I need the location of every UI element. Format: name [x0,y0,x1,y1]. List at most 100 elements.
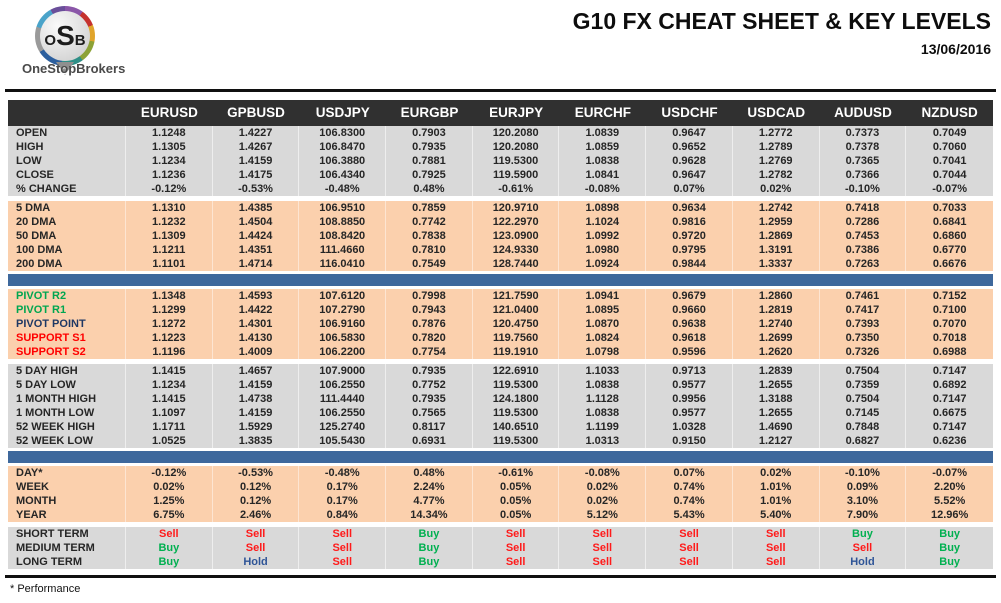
cell-eurchf: Sell [559,527,647,541]
row-label: 20 DMA [8,215,126,229]
cell-usdcad: 1.2620 [732,345,820,359]
cell-usdchf: 0.9638 [646,317,733,331]
cell-eurusd: 1.1711 [126,420,213,434]
cell-eurchf: 1.0798 [559,345,647,359]
cell-nzdusd: 0.6770 [906,243,993,257]
cell-usdchf: 1.0328 [646,420,733,434]
cell-gpbusd: 2.46% [212,508,300,522]
cell-eurusd: 1.1232 [126,215,213,229]
cell-eurchf: 1.0824 [559,331,647,345]
cell-nzdusd: 0.7147 [906,364,993,378]
cell-usdcad: 1.2742 [732,201,820,215]
cell-gpbusd: 1.4009 [212,345,300,359]
pair-header-usdchf: USDCHF [661,105,718,120]
cell-gpbusd: 1.4175 [212,168,300,182]
cell-eurchf: 1.1024 [559,215,647,229]
cell-usdjpy: 106.3880 [299,154,387,168]
table-row: % CHANGE -0.12% -0.53% -0.48% 0.48% -0.61% -0.… [8,182,993,196]
pair-header-eurusd: EURUSD [140,105,198,120]
cell-usdcad: 1.2860 [732,289,820,303]
cell-usdcad: 1.2127 [732,434,820,448]
cell-usdjpy: 116.0410 [299,257,387,271]
cell-usdchf: 0.9634 [646,201,733,215]
logo-abbr: OSB [44,20,86,51]
cell-eurusd: -0.12% [126,182,213,196]
cell-audusd: 0.7504 [819,364,907,378]
cell-usdchf: 0.9795 [646,243,733,257]
cell-eurjpy: 119.5300 [472,154,560,168]
cell-usdcad: 1.2869 [732,229,820,243]
cell-gpbusd: 1.4159 [212,378,300,392]
cell-audusd: 0.7145 [819,406,907,420]
cell-gpbusd: 1.4385 [212,201,300,215]
cell-audusd: 0.7263 [819,257,907,271]
row-label: 200 DMA [8,257,126,271]
cell-usdjpy: 108.8420 [299,229,387,243]
cell-usdjpy: 106.8300 [299,126,387,140]
cell-usdcad: Sell [732,541,820,555]
cell-nzdusd: -0.07% [906,466,993,480]
pair-header-eurjpy: EURJPY [489,105,544,120]
table-row: LONG TERM Buy Hold Sell Buy Sell Sell Sell Sell H… [8,555,993,569]
cell-eurgbp: 0.7943 [386,303,473,317]
cell-eurjpy: 119.5300 [472,406,560,420]
cell-eurjpy: -0.61% [472,466,560,480]
cell-nzdusd: 0.7041 [906,154,993,168]
table-row: 1 MONTH HIGH 1.1415 1.4738 111.4440 0.7935 12… [8,392,993,406]
row-label: LONG TERM [8,555,126,569]
pair-header-usdjpy: USDJPY [315,105,370,120]
cell-eurusd: 1.1299 [126,303,213,317]
cell-usdcad: Sell [732,555,820,569]
cell-usdcad: 1.2772 [732,126,820,140]
cell-usdchf: 0.9647 [646,126,733,140]
row-label: PIVOT R1 [8,303,126,317]
cell-nzdusd: 0.6841 [906,215,993,229]
cell-usdjpy: 106.2550 [299,378,387,392]
cell-audusd: 0.09% [819,480,907,494]
cell-eurjpy: 121.7590 [472,289,560,303]
report-date: 13/06/2016 [920,41,991,57]
cell-eurjpy: Sell [472,555,560,569]
cell-nzdusd: 0.7147 [906,420,993,434]
logo-ring-icon: OSB [35,6,95,66]
cell-eurchf: 1.0870 [559,317,647,331]
cell-audusd: 0.7386 [819,243,907,257]
cell-eurchf: 1.0839 [559,126,647,140]
cell-gpbusd: 1.4422 [212,303,300,317]
cell-usdjpy: 106.4340 [299,168,387,182]
table-row: 5 DAY LOW 1.1234 1.4159 106.2550 0.7752 119.5… [8,378,993,392]
cell-eurjpy: 123.0900 [472,229,560,243]
cell-audusd: 0.7418 [819,201,907,215]
cell-usdchf: Sell [646,527,733,541]
cell-eurchf: 1.0859 [559,140,647,154]
cell-gpbusd: 1.3835 [212,434,300,448]
cell-eurjpy: 0.05% [472,480,560,494]
cell-usdjpy: 105.5430 [299,434,387,448]
section-dma: 5 DMA 1.1310 1.4385 106.9510 0.7859 120.9710 1… [8,201,993,271]
cell-eurjpy: 119.7560 [472,331,560,345]
cell-nzdusd: 0.7044 [906,168,993,182]
cell-eurusd: 1.1196 [126,345,213,359]
cell-usdjpy: -0.48% [299,466,387,480]
logo-inner-circle: OSB [40,11,90,61]
cell-nzdusd: 0.6892 [906,378,993,392]
cell-nzdusd: -0.07% [906,182,993,196]
cell-eurgbp: 0.7838 [386,229,473,243]
cell-eurusd: 6.75% [126,508,213,522]
cell-usdjpy: 106.5830 [299,331,387,345]
cell-eurgbp: 4.77% [386,494,473,508]
row-label: HIGH [8,140,126,154]
cell-usdcad: 1.2819 [732,303,820,317]
cell-audusd: 0.7504 [819,392,907,406]
logo-pin-tail-icon [56,62,74,75]
cell-eurchf: 0.02% [559,494,647,508]
row-label: MONTH [8,494,126,508]
cell-eurjpy: 119.1910 [472,345,560,359]
cell-eurchf: -0.08% [559,466,647,480]
cell-usdchf: 5.43% [646,508,733,522]
row-label: % CHANGE [8,182,126,196]
pair-header-eurchf: EURCHF [574,105,631,120]
cell-eurchf: 1.0941 [559,289,647,303]
cell-nzdusd: 0.6676 [906,257,993,271]
cell-gpbusd: 1.4593 [212,289,300,303]
